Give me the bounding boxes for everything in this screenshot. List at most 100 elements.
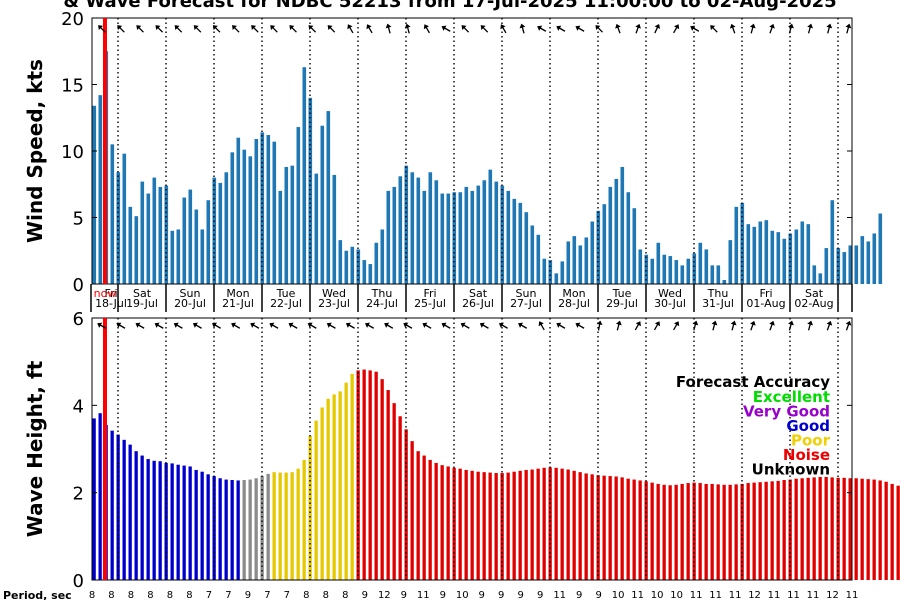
wind-bar xyxy=(170,230,175,284)
wave-bar xyxy=(584,473,588,580)
period-value: 11 xyxy=(631,590,644,600)
wave-direction-arrow xyxy=(365,322,375,329)
wave-bar xyxy=(746,483,750,580)
arrow-head xyxy=(711,320,718,326)
wave-bar xyxy=(122,439,126,580)
period-value: 12 xyxy=(378,590,391,600)
legend-item: Excellent xyxy=(753,388,830,406)
wave-y-axis-label: Wave Height, ft xyxy=(23,360,47,537)
arrow-head xyxy=(596,320,603,326)
wind-direction-arrow xyxy=(807,23,814,34)
wind-bar xyxy=(680,265,685,284)
arrow-head xyxy=(136,25,142,31)
day-label-weekday: Sun xyxy=(516,287,537,300)
wave-bar xyxy=(434,462,438,580)
arrow-head xyxy=(575,322,581,328)
period-value: 9 xyxy=(576,590,582,600)
wave-bar xyxy=(392,403,396,580)
arrow-head xyxy=(479,322,485,328)
wind-direction-arrow xyxy=(749,23,756,34)
legend-item: Unknown xyxy=(752,461,830,479)
period-value: 11 xyxy=(709,590,722,600)
wave-bar xyxy=(596,475,600,580)
legend-title: Forecast Accuracy xyxy=(676,373,830,391)
day-label-date: 31-Jul xyxy=(702,297,734,310)
wave-bar xyxy=(800,478,804,580)
wind-direction-arrow xyxy=(710,25,718,33)
wind-direction-arrow xyxy=(690,25,700,32)
wave-bar xyxy=(794,478,798,580)
wind-direction-arrow xyxy=(136,25,144,33)
wind-bar xyxy=(434,180,439,284)
wave-y-tick-label: 4 xyxy=(73,396,84,417)
wave-bar xyxy=(158,461,162,580)
wave-bar xyxy=(368,370,372,580)
wind-bar xyxy=(248,156,253,284)
wave-direction-arrow xyxy=(384,322,394,329)
wind-direction-arrow xyxy=(673,24,680,34)
period-value: 8 xyxy=(323,590,329,600)
period-value: 9 xyxy=(440,590,446,600)
wave-bar xyxy=(362,369,366,580)
wave-direction-arrow xyxy=(596,320,603,331)
wave-bar xyxy=(560,468,564,580)
period-value: 11 xyxy=(690,590,703,600)
wave-bar xyxy=(656,483,660,580)
wave-bar xyxy=(572,470,576,580)
period-value: 9 xyxy=(479,590,485,600)
arrow-head xyxy=(519,23,526,29)
wave-bar xyxy=(548,467,552,580)
arrow-head xyxy=(635,321,641,327)
wind-bar xyxy=(344,250,349,284)
wave-bar xyxy=(620,477,624,580)
now-label: now xyxy=(94,287,117,300)
wave-bar xyxy=(92,418,96,580)
wind-direction-arrow xyxy=(500,24,507,34)
wind-bar xyxy=(782,238,787,284)
wave-direction-arrow xyxy=(711,320,718,331)
arrow-head xyxy=(154,322,160,328)
wind-bar xyxy=(98,95,103,284)
wind-bar xyxy=(764,220,769,284)
wind-bar xyxy=(290,165,295,284)
wind-bar xyxy=(146,193,151,284)
wind-direction-arrow xyxy=(251,25,259,33)
wave-bar xyxy=(842,477,846,580)
day-label-weekday: Fri xyxy=(423,287,436,300)
wind-bar xyxy=(224,172,229,284)
arrow-head xyxy=(366,24,372,30)
wind-bar xyxy=(818,273,823,284)
wind-bar xyxy=(722,280,727,284)
legend-item: Very Good xyxy=(743,403,830,421)
arrow-head xyxy=(460,322,466,328)
wave-bar xyxy=(710,483,714,580)
period-value: 8 xyxy=(89,590,95,600)
wind-bar xyxy=(422,190,427,284)
wind-bar xyxy=(626,192,631,284)
arrow-head xyxy=(97,322,103,328)
wave-direction-arrow xyxy=(769,320,775,331)
wind-bar xyxy=(770,230,775,284)
wind-bar xyxy=(152,177,157,284)
wind-bar xyxy=(632,208,637,284)
wind-bar xyxy=(230,152,235,284)
wind-bar xyxy=(176,229,181,284)
wind-bar xyxy=(602,204,607,284)
wave-bar xyxy=(686,483,690,580)
wave-bar xyxy=(296,468,300,580)
wind-bar xyxy=(218,182,223,284)
wave-bar xyxy=(326,398,330,580)
period-value: 8 xyxy=(108,590,114,600)
wind-bar xyxy=(866,241,871,284)
wave-direction-arrow xyxy=(212,322,221,329)
wave-bar xyxy=(206,474,210,580)
wind-bar xyxy=(698,242,703,284)
wave-bar xyxy=(272,472,276,580)
arrow-head xyxy=(423,24,430,30)
arrow-head xyxy=(575,25,581,31)
arrow-head xyxy=(135,322,141,328)
arrow-head xyxy=(807,320,814,326)
period-value: 10 xyxy=(670,590,683,600)
day-label-date: 24-Jul xyxy=(366,297,398,310)
wind-direction-arrow xyxy=(575,25,585,32)
